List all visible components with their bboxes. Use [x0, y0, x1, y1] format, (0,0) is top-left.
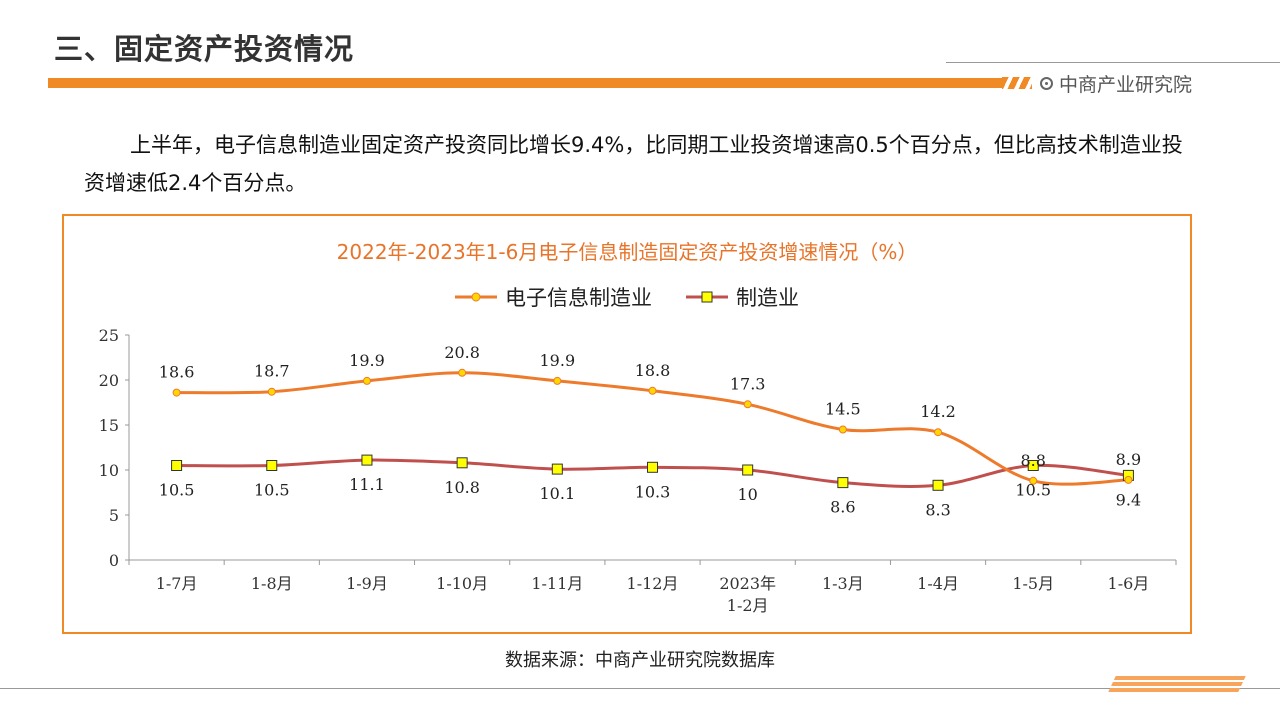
line-chart: 0 5 10 15 20 25 1-7月 1-8月 1-9月 1-10月 1-11月 1-12月 202… — [99, 326, 1177, 615]
manufacturing-data-label: 10 — [738, 485, 758, 504]
x-tick-label: 1-8月 — [251, 574, 293, 593]
manufacturing-point — [837, 477, 849, 489]
manufacturing-data-label: 8.6 — [830, 498, 855, 517]
manufacturing-point — [456, 457, 468, 469]
legend-item-series-1: 电子信息制造业 — [455, 282, 652, 312]
electronics-data-label: 19.9 — [540, 351, 576, 370]
electronics-data-label: 18.6 — [159, 363, 195, 382]
header-divider — [946, 62, 1280, 63]
y-tick-label: 10 — [99, 461, 119, 480]
brand-logo-icon — [1040, 77, 1053, 90]
summary-paragraph: 上半年，电子信息制造业固定资产投资同比增长9.4%，比同期工业投资增速高0.5个… — [84, 133, 1183, 195]
electronics-point — [1124, 475, 1133, 484]
page-title: 三、固定资产投资情况 — [54, 32, 355, 66]
electronics-data-label: 18.7 — [254, 362, 290, 381]
legend-line-marker-icon — [455, 292, 497, 302]
brand: 中商产业研究院 — [1040, 70, 1192, 97]
manufacturing-data-label: 9.4 — [1116, 490, 1141, 509]
y-tick-label: 5 — [109, 506, 119, 525]
manufacturing-data-label: 11.1 — [349, 475, 385, 494]
x-tick-label: 1-6月 — [1108, 574, 1150, 593]
manufacturing-data-label: 10.3 — [635, 482, 671, 501]
legend-square-marker-icon — [686, 291, 728, 303]
manufacturing-data-label: 10.5 — [254, 481, 290, 500]
electronics-data-label: 14.2 — [920, 402, 956, 421]
x-tick-label: 1-3月 — [822, 574, 864, 593]
electronics-point — [1029, 476, 1038, 485]
manufacturing-data-label: 10.8 — [444, 478, 480, 497]
title-underline-bar — [48, 78, 1026, 88]
electronics-point — [362, 376, 371, 385]
x-tick-label: 2023年 — [719, 574, 776, 593]
manufacturing-point — [932, 479, 944, 491]
manufacturing-point — [361, 454, 373, 466]
electronics-point — [458, 368, 467, 377]
manufacturing-point — [266, 460, 278, 471]
brand-name: 中商产业研究院 — [1059, 74, 1193, 96]
electronics-data-label: 19.9 — [349, 351, 385, 370]
manufacturing-point — [1027, 460, 1039, 471]
x-tick-label: 1-12月 — [627, 574, 679, 593]
footer-divider — [0, 688, 1280, 689]
electronics-point — [553, 376, 562, 385]
manufacturing-point — [171, 460, 183, 471]
manufacturing-point — [551, 463, 563, 475]
manufacturing-data-label: 8.3 — [925, 500, 950, 519]
chart-title: 2022年-2023年1-6月电子信息制造固定资产投资增速情况（%） — [336, 240, 918, 264]
legend-label-series-2: 制造业 — [736, 286, 799, 310]
electronics-data-label: 20.8 — [444, 343, 480, 362]
electronics-point — [172, 388, 181, 397]
x-tick-label: 1-5月 — [1012, 574, 1054, 593]
footer-stripes — [1108, 676, 1246, 692]
manufacturing-point — [742, 464, 754, 476]
legend-item-series-2: 制造业 — [686, 282, 799, 312]
electronics-data-label: 18.8 — [635, 361, 671, 380]
data-source-note: 数据来源：中商产业研究院数据库 — [505, 650, 775, 671]
electronics-point — [934, 428, 943, 437]
y-tick-label: 15 — [99, 416, 119, 435]
electronics-data-label: 17.3 — [730, 374, 766, 393]
electronics-point — [743, 400, 752, 409]
y-tick-label: 20 — [99, 371, 119, 390]
manufacturing-data-label: 10.5 — [159, 481, 195, 500]
electronics-data-label: 8.9 — [1116, 450, 1141, 469]
electronics-point — [648, 386, 657, 395]
x-tick-label: 1-9月 — [346, 574, 388, 593]
electronics-point — [267, 387, 276, 396]
manufacturing-data-label: 10.5 — [1015, 481, 1051, 500]
electronics-point — [838, 425, 847, 434]
y-tick-label: 0 — [109, 551, 119, 570]
title-bar-stripes — [1002, 77, 1032, 89]
chart-legend: 电子信息制造业 制造业 — [64, 282, 1190, 312]
manufacturing-data-label: 10.1 — [540, 484, 576, 503]
x-tick-label: 1-4月 — [917, 574, 959, 593]
y-tick-label: 25 — [99, 326, 119, 345]
manufacturing-point — [647, 461, 658, 473]
chart-panel: 2022年-2023年1-6月电子信息制造固定资产投资增速情况（%） 电子信息制… — [62, 214, 1192, 634]
electronics-data-label: 14.5 — [825, 400, 861, 419]
x-tick-label: 1-2月 — [727, 596, 769, 615]
legend-label-series-1: 电子信息制造业 — [505, 286, 652, 310]
electronics-data-label: 8.8 — [1021, 451, 1046, 470]
x-tick-label: 1-7月 — [156, 574, 198, 593]
x-tick-label: 1-11月 — [531, 574, 583, 593]
x-tick-label: 1-10月 — [436, 574, 488, 593]
